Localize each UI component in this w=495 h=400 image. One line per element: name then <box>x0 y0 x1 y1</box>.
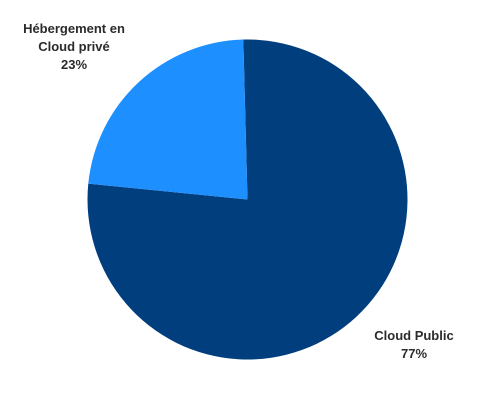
label-public-cloud: Cloud Public 77% <box>374 328 453 361</box>
pie-slice-public-cloud <box>87 39 408 360</box>
pie-slice-private-cloud <box>88 39 248 200</box>
label-private-cloud-line-1: Hébergement en <box>23 21 125 36</box>
pie-slices <box>87 39 408 360</box>
label-private-cloud: Hébergement en Cloud privé 23% <box>23 21 125 72</box>
label-private-cloud-line-2: Cloud privé <box>38 39 110 54</box>
label-public-cloud-name: Cloud Public <box>374 328 453 343</box>
label-private-cloud-value: 23% <box>61 57 87 72</box>
label-public-cloud-value: 77% <box>401 346 427 361</box>
